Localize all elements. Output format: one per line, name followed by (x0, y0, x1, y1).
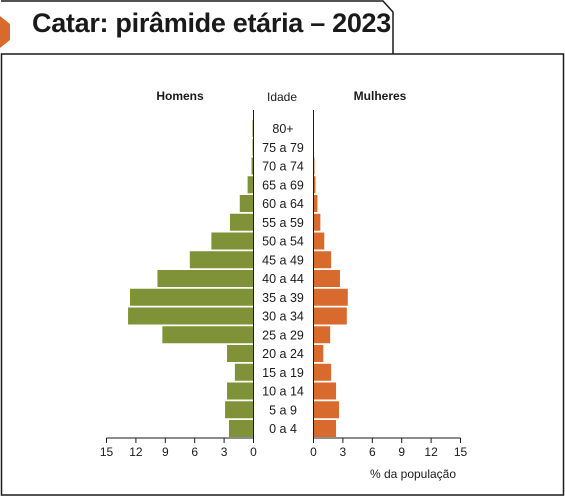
age-label: 50 a 54 (262, 235, 304, 249)
age-label: 5 a 9 (269, 403, 297, 417)
x-tick-label-women: 12 (424, 445, 438, 459)
x-tick-label-women: 15 (454, 445, 468, 459)
age-label: 40 a 44 (262, 272, 304, 286)
age-label: 55 a 59 (262, 216, 304, 230)
bar-women (313, 195, 318, 212)
title-tab (1, 0, 394, 54)
header-men: Homens (156, 89, 204, 103)
bar-men (189, 251, 254, 269)
age-label: 10 a 14 (262, 385, 304, 399)
bar-women (313, 420, 337, 437)
age-label: 20 a 24 (262, 347, 304, 361)
x-tick-label-men: 15 (100, 445, 114, 459)
bars-men (128, 120, 254, 437)
header-age: Idade (267, 90, 297, 104)
bar-men (239, 195, 254, 212)
x-tick-label-women: 6 (369, 445, 376, 459)
bar-men (247, 176, 254, 194)
age-label: 75 a 79 (262, 141, 304, 155)
age-label: 80+ (272, 122, 293, 136)
page-title: Catar: pirâmide etária – 2023 (32, 8, 391, 38)
bar-women (313, 176, 316, 194)
x-axis-men: 0 3 6 9 12 15 (100, 437, 257, 459)
bar-women (313, 251, 332, 269)
header-women: Mulheres (354, 89, 407, 103)
bar-women (313, 270, 340, 287)
age-label: 35 a 39 (262, 291, 304, 305)
bars-women (313, 120, 348, 437)
bar-men (234, 363, 254, 381)
bar-men (130, 288, 254, 306)
bar-men (162, 326, 254, 344)
bar-women (313, 307, 347, 325)
bar-women (313, 232, 325, 250)
bar-women (313, 382, 337, 400)
bar-women (313, 288, 348, 306)
age-label: 45 a 49 (262, 253, 304, 267)
bar-men (251, 157, 254, 175)
x-tick-label-men: 0 (250, 445, 257, 459)
bar-men (128, 307, 254, 325)
accent-marker (0, 16, 10, 48)
bar-men (229, 420, 254, 437)
x-axis-women: 0 3 6 9 12 15 (310, 437, 468, 459)
bar-men (211, 232, 254, 250)
age-label: 70 a 74 (262, 160, 304, 174)
x-tick-label-men: 12 (129, 445, 143, 459)
age-label: 60 a 64 (262, 197, 304, 211)
bar-men (227, 382, 254, 400)
bar-women (313, 345, 324, 362)
bar-men (229, 213, 254, 231)
bar-men (227, 345, 254, 362)
x-axis-label: % da população (370, 467, 456, 481)
bar-men (157, 270, 254, 287)
x-tick-label-men: 9 (162, 445, 169, 459)
age-label: 15 a 19 (262, 366, 304, 380)
age-label: 65 a 69 (262, 178, 304, 192)
bar-women (313, 363, 332, 381)
bar-women (313, 213, 321, 231)
age-labels: 80+ 75 a 79 70 a 74 65 a 69 60 a 64 55 a 59 50… (262, 122, 304, 436)
bar-women (313, 401, 339, 419)
chart-box (0, 53, 565, 496)
x-tick-label-men: 3 (221, 445, 228, 459)
age-label: 25 a 29 (262, 328, 304, 342)
x-tick-label-women: 9 (398, 445, 405, 459)
x-tick-label-men: 6 (191, 445, 198, 459)
age-label: 30 a 34 (262, 310, 304, 324)
x-tick-label-women: 3 (340, 445, 347, 459)
bar-women (313, 326, 331, 344)
x-tick-label-women: 0 (310, 445, 317, 459)
bar-men (225, 401, 254, 419)
age-label: 0 a 4 (269, 422, 297, 436)
